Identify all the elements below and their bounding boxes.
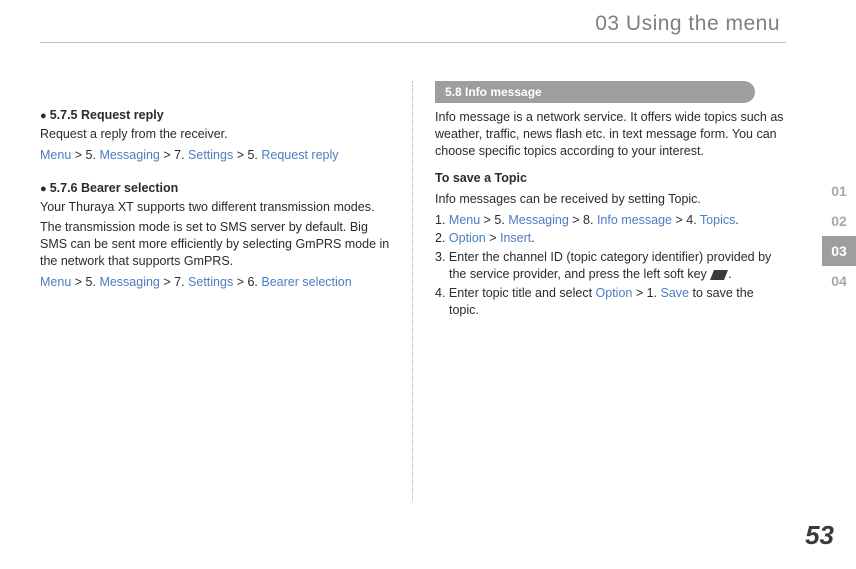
nav-request-reply: Request reply — [261, 148, 338, 162]
nav-topics: Topics — [700, 213, 735, 227]
tab-02[interactable]: 02 — [822, 206, 856, 236]
nav-sep: > 5. — [71, 148, 99, 162]
left-column: 5.7.5 Request reply Request a reply from… — [40, 81, 413, 501]
nav-settings: Settings — [188, 148, 233, 162]
step-1: 1. Menu > 5. Messaging > 8. Info message… — [435, 212, 786, 229]
right-column: 5.8 Info message Info message is a netwo… — [413, 81, 786, 501]
steps-list: 1. Menu > 5. Messaging > 8. Info message… — [435, 212, 786, 319]
nav-menu: Menu — [40, 275, 71, 289]
header-rule — [40, 42, 786, 43]
tab-03[interactable]: 03 — [822, 236, 856, 266]
nav-messaging: Messaging — [508, 213, 568, 227]
nav-sep: > 1. — [632, 286, 660, 300]
nav-bearer-selection: Bearer selection — [261, 275, 351, 289]
section-576-nav: Menu > 5. Messaging > 7. Settings > 6. B… — [40, 274, 390, 291]
section-58-pill: 5.8 Info message — [435, 81, 755, 103]
side-tabs: 01 02 03 04 — [822, 176, 856, 296]
step-num: 4. — [435, 286, 449, 300]
step-3: 3. Enter the channel ID (topic category … — [435, 249, 786, 283]
dot: . — [531, 231, 534, 245]
section-58-line1: Info messages can be received by setting… — [435, 191, 786, 208]
nav-save: Save — [661, 286, 690, 300]
step-num: 2. — [435, 231, 449, 245]
nav-sep: > — [486, 231, 500, 245]
dot: . — [735, 213, 738, 227]
page: 03 Using the menu 01 02 03 04 5.7.5 Requ… — [0, 0, 856, 569]
nav-messaging: Messaging — [99, 148, 159, 162]
step-num: 1. — [435, 213, 449, 227]
softkey-icon — [710, 270, 728, 280]
section-576-head: 5.7.6 Bearer selection — [40, 180, 390, 197]
nav-info-message: Info message — [597, 213, 672, 227]
step-4-pre: Enter topic title and select — [449, 286, 596, 300]
nav-menu: Menu — [449, 213, 480, 227]
nav-sep: > 7. — [160, 148, 188, 162]
section-576-body2: The transmission mode is set to SMS serv… — [40, 219, 390, 270]
nav-option: Option — [596, 286, 633, 300]
section-575-body: Request a reply from the receiver. — [40, 126, 390, 143]
section-575-nav: Menu > 5. Messaging > 7. Settings > 5. R… — [40, 147, 390, 164]
section-575-head: 5.7.5 Request reply — [40, 107, 390, 124]
tab-01[interactable]: 01 — [822, 176, 856, 206]
step-num: 3. — [435, 250, 449, 264]
page-number: 53 — [805, 520, 834, 551]
dot: . — [728, 267, 731, 281]
tab-04[interactable]: 04 — [822, 266, 856, 296]
nav-messaging: Messaging — [99, 275, 159, 289]
section-576-body1: Your Thuraya XT supports two different t… — [40, 199, 390, 216]
nav-menu: Menu — [40, 148, 71, 162]
nav-insert: Insert — [500, 231, 531, 245]
step-2: 2. Option > Insert. — [435, 230, 786, 247]
nav-sep: > 8. — [569, 213, 597, 227]
section-58-subhead: To save a Topic — [435, 170, 786, 187]
chapter-title: 03 Using the menu — [40, 12, 786, 36]
step-4: 4. Enter topic title and select Option >… — [435, 285, 786, 319]
section-58-intro: Info message is a network service. It of… — [435, 109, 786, 160]
nav-sep: > 5. — [480, 213, 508, 227]
nav-settings: Settings — [188, 275, 233, 289]
nav-sep: > 7. — [160, 275, 188, 289]
nav-sep: > 5. — [233, 148, 261, 162]
nav-sep: > 4. — [672, 213, 700, 227]
nav-sep: > 5. — [71, 275, 99, 289]
columns: 5.7.5 Request reply Request a reply from… — [40, 81, 786, 501]
nav-sep: > 6. — [233, 275, 261, 289]
nav-option: Option — [449, 231, 486, 245]
